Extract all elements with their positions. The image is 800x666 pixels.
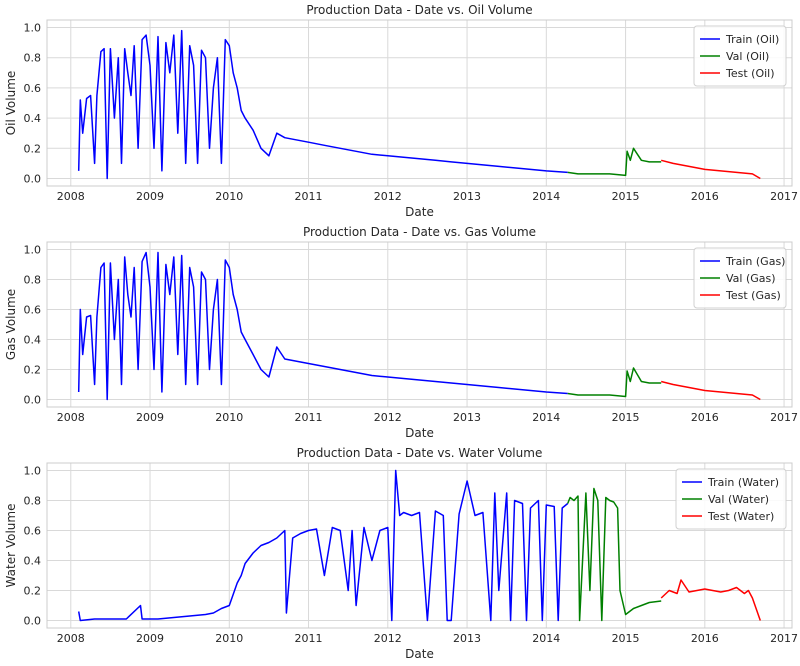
y-axis-label: Water Volume [4, 504, 18, 588]
legend-label: Train (Gas) [725, 255, 785, 268]
series-line-train-water [77, 469, 569, 622]
y-tick-label: 1.0 [24, 22, 42, 35]
x-tick-label: 2013 [453, 190, 481, 203]
series-line-train-gas [77, 251, 568, 401]
legend-label: Train (Water) [707, 476, 779, 489]
legend-label: Test (Oil) [725, 67, 775, 80]
series-line-test-gas [661, 380, 761, 401]
legend-label: Test (Gas) [725, 289, 781, 302]
x-tick-label: 2009 [136, 190, 164, 203]
legend: Train (Oil) Val (Oil) Test (Oil) [693, 25, 787, 87]
x-tick-label: 2014 [532, 632, 560, 645]
y-tick-label: 0.8 [24, 52, 42, 65]
legend-label: Test (Water) [707, 510, 774, 523]
series-line-val-oil [567, 147, 662, 177]
y-tick-label: 0.2 [24, 364, 42, 377]
legend-box [675, 468, 787, 530]
subplot-1: 2008 2009 2010 2011 2012 2013 2014 2015 2016 2017… [4, 3, 798, 219]
legend: Train (Water) Val (Water) Test (Water) [675, 468, 787, 530]
legend-box [693, 247, 787, 309]
y-tick-label: 0.4 [24, 555, 42, 568]
x-axis-label: Date [405, 647, 434, 661]
x-tick-label: 2009 [136, 411, 164, 424]
y-tick-label: 0.4 [24, 112, 42, 125]
y-tick-label: 0.8 [24, 495, 42, 508]
plot-frame [46, 241, 793, 408]
y-tick-label: 1.0 [24, 465, 42, 478]
x-tick-label: 2012 [374, 190, 402, 203]
legend-label: Val (Water) [708, 493, 769, 506]
legend-label: Val (Gas) [726, 272, 776, 285]
x-tick-label: 2013 [453, 411, 481, 424]
x-tick-label: 2012 [374, 411, 402, 424]
series-line-test-water [660, 579, 762, 621]
x-tick-label: 2010 [215, 190, 243, 203]
chart-title: Production Data - Date vs. Gas Volume [303, 225, 536, 239]
legend-label: Val (Oil) [726, 50, 769, 63]
y-tick-label: 0.2 [24, 142, 42, 155]
plot-frame [46, 462, 793, 629]
plot-area [47, 463, 792, 628]
plot-frame [46, 19, 793, 187]
x-tick-label: 2016 [691, 411, 719, 424]
x-tick-label: 2017 [770, 632, 798, 645]
y-tick-label: 0.4 [24, 334, 42, 347]
y-tick-label: 0.8 [24, 274, 42, 287]
y-tick-label: 0.0 [24, 615, 42, 628]
y-tick-label: 0.2 [24, 585, 42, 598]
legend-box [693, 25, 787, 87]
x-tick-label: 2011 [295, 411, 323, 424]
x-tick-label: 2016 [691, 190, 719, 203]
x-tick-label: 2011 [295, 632, 323, 645]
y-axis-label: Oil Volume [4, 71, 18, 136]
y-axis-label: Gas Volume [4, 289, 18, 360]
series-group [77, 469, 762, 622]
x-tick-label: 2008 [57, 190, 85, 203]
legend: Train (Gas) Val (Gas) Test (Gas) [693, 247, 787, 309]
x-tick-label: 2014 [532, 190, 560, 203]
x-tick-label: 2010 [215, 632, 243, 645]
x-tick-label: 2014 [532, 411, 560, 424]
series-line-train-oil [77, 29, 568, 180]
x-tick-label: 2009 [136, 632, 164, 645]
x-tick-label: 2017 [770, 190, 798, 203]
x-tick-label: 2015 [612, 190, 640, 203]
series-line-val-gas [567, 367, 662, 398]
x-tick-label: 2013 [453, 632, 481, 645]
x-tick-label: 2008 [57, 411, 85, 424]
series-group [77, 251, 761, 401]
y-tick-label: 1.0 [24, 244, 42, 257]
legend-label: Train (Oil) [725, 33, 779, 46]
subplot-2: 2008 2009 2010 2011 2012 2013 2014 2015 2016 2017… [4, 225, 798, 440]
x-axis-label: Date [405, 426, 434, 440]
x-tick-label: 2015 [612, 411, 640, 424]
y-tick-label: 0.6 [24, 82, 42, 95]
subplot-3: 2008 2009 2010 2011 2012 2013 2014 2015 2016 2017… [4, 446, 798, 661]
chart-title: Production Data - Date vs. Oil Volume [306, 3, 532, 17]
chart-title: Production Data - Date vs. Water Volume [297, 446, 543, 460]
x-tick-label: 2012 [374, 632, 402, 645]
x-tick-label: 2011 [295, 190, 323, 203]
series-line-val-water [567, 487, 662, 622]
x-axis-label: Date [405, 205, 434, 219]
series-group [77, 29, 761, 180]
x-tick-label: 2010 [215, 411, 243, 424]
y-tick-label: 0.0 [24, 394, 42, 407]
x-tick-label: 2017 [770, 411, 798, 424]
y-tick-label: 0.6 [24, 304, 42, 317]
series-line-test-oil [661, 159, 761, 180]
x-tick-label: 2015 [612, 632, 640, 645]
y-tick-label: 0.0 [24, 172, 42, 185]
x-tick-label: 2008 [57, 632, 85, 645]
y-tick-label: 0.6 [24, 525, 42, 538]
x-tick-label: 2016 [691, 632, 719, 645]
